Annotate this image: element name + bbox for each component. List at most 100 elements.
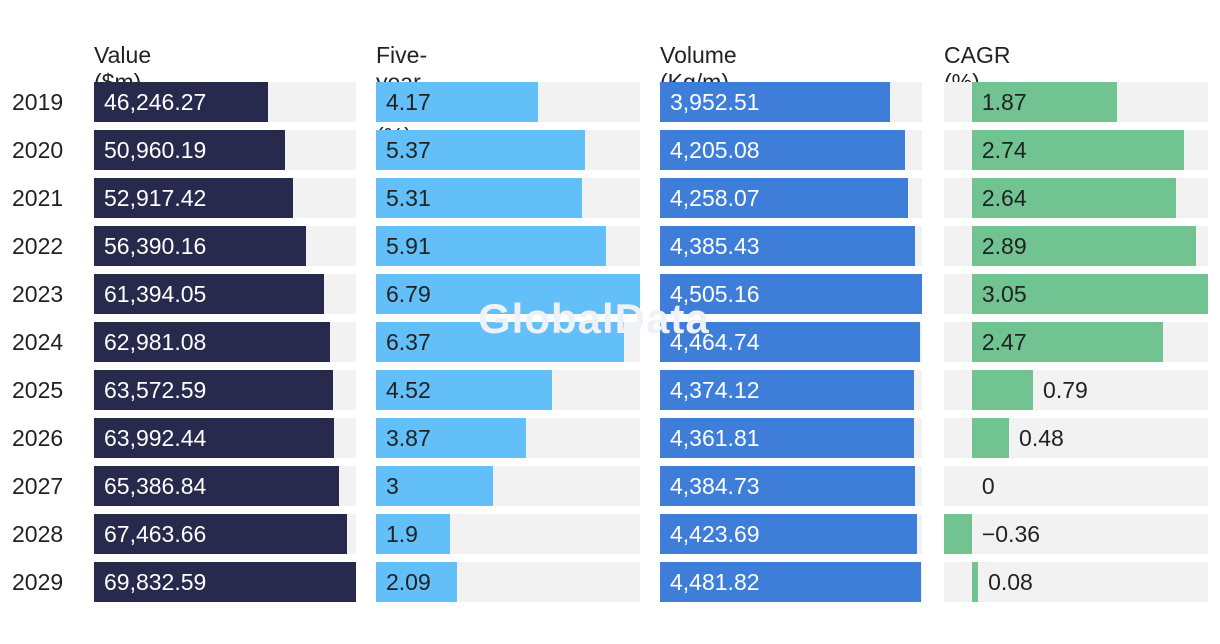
data-label: 3.05 (981, 281, 1027, 307)
bar (971, 370, 1034, 410)
data-label: 5.91 (386, 233, 431, 259)
cell-background (944, 466, 1208, 506)
data-label: 69,832.59 (104, 569, 207, 595)
bar (94, 82, 268, 122)
cell-background (944, 514, 1208, 554)
bar (660, 82, 890, 122)
bar (94, 418, 335, 458)
year-label: 2028 (12, 521, 64, 547)
bar (94, 226, 306, 266)
data-label: 1.9 (386, 521, 418, 547)
data-label: 1.87 (981, 89, 1027, 115)
data-label: 63,992.44 (104, 425, 207, 451)
bar (376, 274, 640, 314)
bar (376, 178, 583, 218)
bar (94, 562, 356, 602)
bar (971, 562, 979, 602)
bar (376, 418, 527, 458)
data-label: 4,205.08 (670, 137, 760, 163)
data-label: 6.79 (386, 281, 431, 307)
bar (660, 226, 916, 266)
bar (971, 322, 1164, 362)
bar (660, 130, 905, 170)
year-label: 2020 (12, 137, 64, 163)
data-label: 4,384.73 (670, 473, 760, 499)
bar (971, 130, 1184, 170)
bar (376, 514, 450, 554)
data-label: 61,394.05 (104, 281, 207, 307)
bar (376, 226, 606, 266)
bar (660, 178, 908, 218)
data-label: 4,385.43 (670, 233, 760, 259)
year-label: 2024 (12, 329, 64, 355)
data-label: 5.31 (386, 185, 431, 211)
bar (94, 466, 340, 506)
data-label: 4,505.16 (670, 281, 760, 307)
data-label: 50,960.19 (104, 137, 207, 163)
data-label: 4.52 (386, 377, 431, 403)
data-label: 0.08 (988, 569, 1033, 595)
data-label: 2.64 (981, 185, 1027, 211)
bar (660, 370, 915, 410)
data-label: 0.79 (1043, 377, 1088, 403)
data-label: 4.17 (386, 89, 431, 115)
bar (94, 274, 325, 314)
year-label: 2025 (12, 377, 64, 403)
bar (660, 274, 922, 314)
data-label: 2.74 (981, 137, 1027, 163)
year-label: 2027 (12, 473, 64, 499)
data-label: 4,481.82 (670, 569, 760, 595)
cell-background (944, 562, 1208, 602)
bar (94, 322, 331, 362)
year-label: 2019 (12, 89, 64, 115)
bar (944, 514, 972, 554)
bar (971, 178, 1177, 218)
data-label: 0 (981, 473, 995, 499)
data-label: 2.89 (981, 233, 1027, 259)
data-label: 2.47 (981, 329, 1027, 355)
data-label: −0.36 (981, 521, 1041, 547)
data-label: 5.37 (386, 137, 431, 163)
watermark: GlobalData (478, 295, 710, 342)
bar (94, 130, 286, 170)
bar (971, 418, 1010, 458)
data-label: 4,464.74 (670, 329, 760, 355)
bar (971, 226, 1196, 266)
year-label: 2029 (12, 569, 64, 595)
year-label: 2021 (12, 185, 64, 211)
data-label: 2.09 (386, 569, 431, 595)
year-label: 2023 (12, 281, 64, 307)
data-label: 4,374.12 (670, 377, 760, 403)
data-label: 65,386.84 (104, 473, 207, 499)
data-label: 46,246.27 (104, 89, 207, 115)
bar (376, 562, 458, 602)
data-label: 63,572.59 (104, 377, 207, 403)
bar (376, 466, 493, 506)
data-label: 4,361.81 (670, 425, 760, 451)
year-label: 2022 (12, 233, 64, 259)
data-label: 3 (386, 473, 399, 499)
data-label: 62,981.08 (104, 329, 207, 355)
bar (376, 82, 539, 122)
data-label: 67,463.66 (104, 521, 207, 547)
data-label: 6.37 (386, 329, 431, 355)
year-label: 2026 (12, 425, 64, 451)
bar (94, 370, 333, 410)
data-label: 0.48 (1019, 425, 1064, 451)
bar (376, 322, 624, 362)
data-label: 4,258.07 (670, 185, 760, 211)
bar (660, 322, 920, 362)
bar (376, 130, 585, 170)
bar (94, 178, 293, 218)
bar (971, 82, 1117, 122)
data-label: 52,917.42 (104, 185, 207, 211)
bar (94, 514, 348, 554)
bar (660, 466, 915, 506)
data-label: 3.87 (386, 425, 431, 451)
bar (971, 274, 1208, 314)
data-label: 56,390.16 (104, 233, 207, 259)
bar (660, 418, 914, 458)
bar (660, 562, 921, 602)
bar (660, 514, 918, 554)
data-label: 4,423.69 (670, 521, 760, 547)
